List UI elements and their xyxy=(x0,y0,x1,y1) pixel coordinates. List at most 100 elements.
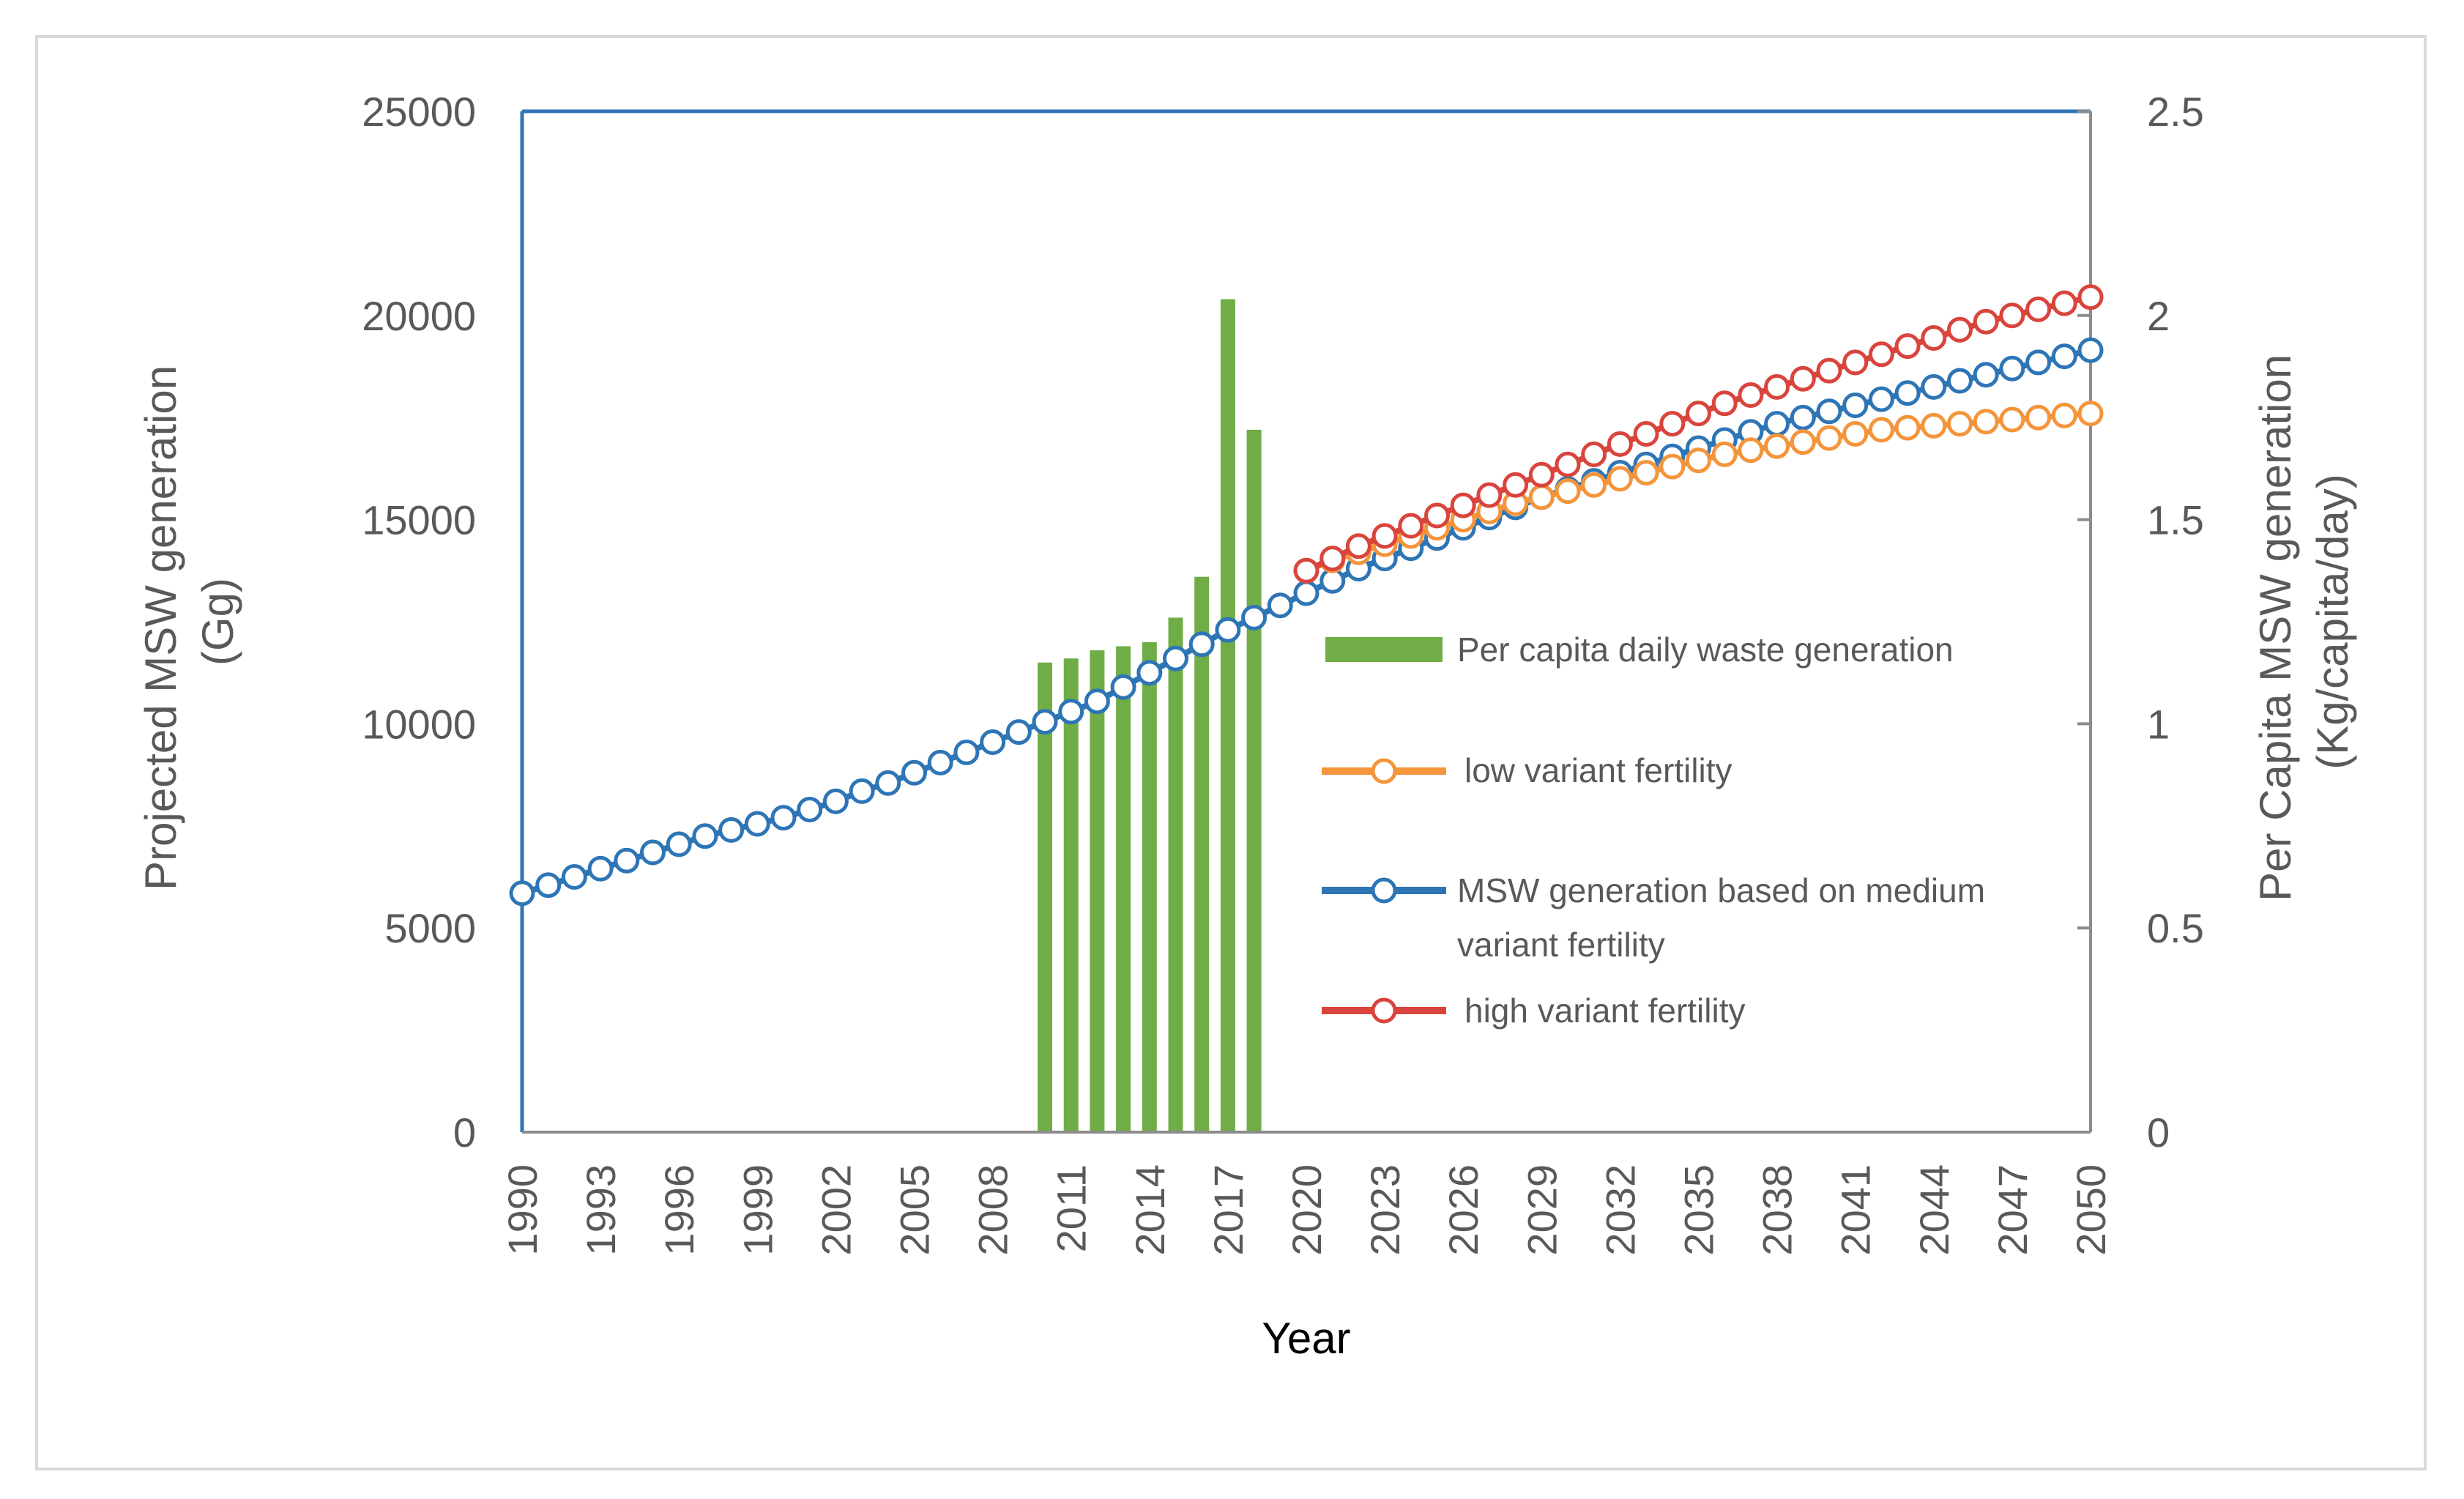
x-tick-label: 2011 xyxy=(1049,1164,1095,1252)
series-point-high xyxy=(1816,357,1842,384)
right-y-tick-label: 1 xyxy=(2147,701,2170,747)
series-point-high xyxy=(1555,451,1581,477)
x-tick-label: 2029 xyxy=(1519,1164,1565,1256)
left-axis-title: Projected MSW generation (Gg) xyxy=(136,353,242,890)
series-point-low xyxy=(1999,406,2025,433)
right-y-tick-label: 2 xyxy=(2147,293,2170,339)
series-point-high xyxy=(2077,284,2104,310)
left-y-tick-label: 5000 xyxy=(384,905,476,951)
bar-per-capita xyxy=(1038,662,1052,1132)
legend-label-high: high variant fertility xyxy=(1464,992,1746,1030)
series-point-high xyxy=(1371,523,1398,549)
legend: Per capita daily waste generation low va… xyxy=(1322,631,1985,1030)
series-point-high xyxy=(1842,349,1869,376)
series-point-medium xyxy=(1163,645,1188,672)
x-tick-label: 2020 xyxy=(1284,1164,1330,1256)
x-tick-label: 2008 xyxy=(970,1164,1016,1256)
series-point-high xyxy=(1738,382,1764,408)
series-point-low xyxy=(1947,411,1973,437)
series-point-high xyxy=(1450,492,1476,518)
left-y-tick-label: 25000 xyxy=(362,89,476,135)
series-point-high xyxy=(2025,296,2052,322)
series-point-high xyxy=(1659,411,1686,437)
x-tick-label: 2014 xyxy=(1127,1164,1173,1256)
x-tick-label: 2023 xyxy=(1362,1164,1408,1256)
series-point-high xyxy=(1711,390,1738,417)
series-point-medium xyxy=(535,872,562,899)
series-point-high xyxy=(1947,316,1973,343)
series-point-low xyxy=(1711,441,1738,467)
series-point-low xyxy=(2051,402,2077,428)
series-point-medium xyxy=(980,729,1006,755)
series-point-high xyxy=(1503,472,1529,498)
bar-per-capita xyxy=(1116,646,1131,1132)
series-point-medium xyxy=(1110,674,1136,700)
x-tick-label: 2017 xyxy=(1205,1164,1251,1256)
series-point-high xyxy=(1607,431,1633,457)
x-tick-label: 2050 xyxy=(2068,1164,2114,1256)
series-point-medium xyxy=(640,839,666,866)
x-tick-label: 2026 xyxy=(1440,1164,1486,1256)
series-point-low xyxy=(1842,421,1869,447)
series-point-high xyxy=(1868,341,1894,368)
x-tick-label: 2002 xyxy=(813,1164,859,1256)
series-point-high xyxy=(1686,401,1711,427)
series-point-medium xyxy=(1947,368,1973,394)
x-tick-label: 2044 xyxy=(1911,1164,1957,1256)
series-point-high xyxy=(1320,546,1346,572)
series-point-medium xyxy=(1921,373,1947,400)
x-tick-label: 2041 xyxy=(1833,1164,1879,1256)
series-point-medium xyxy=(770,805,797,831)
series-point-medium xyxy=(1868,386,1894,412)
series-point-medium xyxy=(1293,580,1320,606)
series-point-medium xyxy=(2051,343,2077,370)
legend-label-medium-line2: variant fertility xyxy=(1457,926,1665,964)
series-point-medium xyxy=(587,855,614,882)
legend-label-low: low variant fertility xyxy=(1464,751,1732,789)
left-y-tick-label: 10000 xyxy=(362,701,476,747)
series-point-medium xyxy=(1267,592,1293,619)
series-point-low xyxy=(2077,401,2104,427)
series-point-medium xyxy=(1999,355,2025,382)
labels-layer: 0 5000 10000 15000 20000 25000 0 0.5 1 1.5 2 2.5 199… xyxy=(362,89,2204,1256)
x-tick-label: 2035 xyxy=(1676,1164,1722,1256)
series-point-low xyxy=(1633,460,1659,486)
right-y-tick-label: 0 xyxy=(2147,1109,2170,1156)
x-tick-label: 2047 xyxy=(1990,1164,2036,1256)
series-point-medium xyxy=(1764,411,1790,437)
series-point-medium xyxy=(1790,404,1816,431)
series-point-medium xyxy=(797,797,823,822)
right-y-tick-label: 1.5 xyxy=(2147,497,2204,543)
series-point-low xyxy=(1686,447,1711,474)
series-point-medium xyxy=(1842,393,1869,418)
bar-per-capita xyxy=(1220,299,1235,1133)
series-point-medium xyxy=(2025,349,2052,376)
series-point-high xyxy=(1293,557,1320,584)
x-tick-label: 1996 xyxy=(656,1164,702,1256)
series-point-high xyxy=(1973,308,1999,335)
series-point-high xyxy=(1476,482,1503,508)
series-point-medium xyxy=(1188,631,1215,658)
series-point-low xyxy=(1659,453,1686,480)
right-y-tick-label: 2.5 xyxy=(2147,89,2204,135)
series-point-medium xyxy=(1058,699,1084,725)
series-point-medium xyxy=(1241,604,1268,631)
series-point-high xyxy=(1398,513,1424,539)
series-point-medium xyxy=(666,831,692,858)
left-y-tick-label: 15000 xyxy=(362,497,476,543)
series-point-low xyxy=(1555,478,1581,505)
series-point-high xyxy=(1999,302,2025,329)
left-y-tick-label: 0 xyxy=(453,1109,476,1156)
series-point-low xyxy=(2025,404,2052,431)
axes-layer xyxy=(520,109,2092,1134)
series-point-medium xyxy=(1894,380,1921,406)
series-point-high xyxy=(1528,461,1555,488)
series-point-high xyxy=(1345,533,1371,559)
series-point-low xyxy=(1973,409,1999,435)
series-point-medium xyxy=(822,788,849,814)
legend-swatch-medium-marker xyxy=(1371,877,1397,904)
series-point-low xyxy=(1868,417,1894,443)
series-point-low xyxy=(1921,412,1947,439)
series-point-medium xyxy=(509,880,535,907)
